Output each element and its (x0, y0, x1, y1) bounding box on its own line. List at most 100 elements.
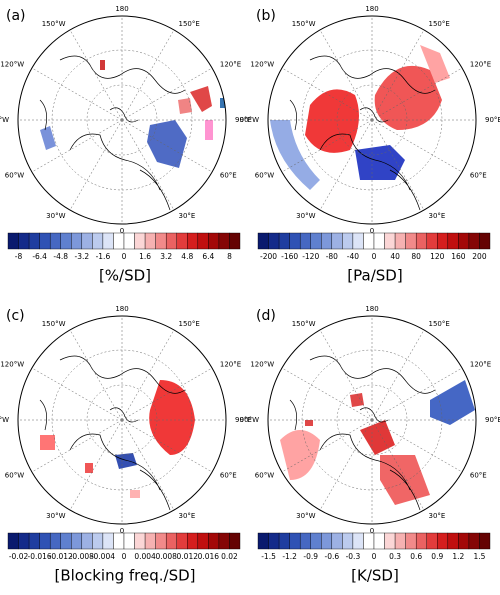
colorbar-label: 0.004 (134, 552, 156, 561)
longitude-label: 60°W (5, 472, 24, 480)
colorbar-box (257, 532, 269, 550)
colorbar-box (342, 232, 354, 250)
longitude-label: 120°W (0, 61, 24, 69)
colorbar-label: -6.4 (32, 252, 47, 261)
meridian (121, 367, 213, 421)
meridian (121, 119, 213, 173)
meridian (319, 419, 373, 511)
map-border (267, 315, 477, 525)
colorbar-box (331, 232, 343, 250)
colorbar-box (426, 532, 438, 550)
meridian (121, 119, 175, 211)
colorbar-box (331, 532, 343, 550)
colorbar-box (268, 232, 280, 250)
map-border (17, 15, 227, 225)
colorbar-label: 4.8 (181, 252, 193, 261)
longitude-label: 60°E (470, 472, 487, 480)
colorbar-box (187, 232, 199, 250)
meridian (121, 419, 175, 511)
colorbar-label: -40 (347, 252, 359, 261)
longitude-label: 120°E (470, 61, 491, 69)
meridian (319, 29, 373, 121)
colorbar-box (176, 232, 188, 250)
map (39, 55, 226, 211)
colorbar-label: 0 (372, 252, 377, 261)
colorbar-box (394, 232, 406, 250)
colorbar-box (113, 232, 125, 250)
longitude-label: 150°W (42, 320, 66, 328)
anomaly-field (374, 65, 442, 130)
colorbar-box (218, 532, 230, 550)
meridian (69, 419, 123, 511)
colorbar-label: 0.9 (431, 552, 443, 561)
colorbar-box (18, 532, 30, 550)
colorbar-box (405, 232, 417, 250)
colorbar-label: -3.2 (74, 252, 89, 261)
meridian (121, 67, 213, 121)
colorbar-label: 0 (122, 552, 127, 561)
longitude-label: 150°E (179, 320, 200, 328)
colorbar-box (257, 232, 269, 250)
colorbar-box (49, 532, 61, 550)
colorbar-box (321, 532, 333, 550)
colorbar-box (18, 232, 30, 250)
colorbar-box (458, 232, 470, 250)
colorbar-box (187, 532, 199, 550)
colorbar-label: 40 (390, 252, 400, 261)
colorbar-label: -80 (326, 252, 338, 261)
meridian (371, 329, 425, 421)
longitude-label: 150°W (42, 20, 66, 28)
anomaly-field (430, 380, 475, 425)
unit-label: [Blocking freq./SD] (55, 567, 196, 585)
longitude-label: 120°E (470, 361, 491, 369)
colorbar-box (60, 232, 72, 250)
longitude-label: 180 (115, 5, 128, 13)
graticule (86, 384, 158, 456)
colorbar-box (197, 232, 209, 250)
map-border (267, 15, 477, 225)
colorbar-box (208, 532, 220, 550)
colorbar-label: 0.02 (221, 552, 238, 561)
colorbar-label: -120 (302, 252, 319, 261)
colorbar-label: 0.008 (155, 552, 177, 561)
map-border (17, 315, 227, 525)
colorbar-box (384, 532, 396, 550)
colorbar-label: -0.6 (324, 552, 339, 561)
coastline (39, 355, 186, 511)
panel: 0 30°E 60°E 90°E 120°E 150°E 180 150°W 120°W 90°W… (0, 5, 252, 285)
longitude-label: 0 (370, 527, 374, 535)
colorbar-label: -1.6 (96, 252, 111, 261)
colorbar-label: -0.016 (28, 552, 52, 561)
longitude-label: 30°E (179, 212, 196, 220)
colorbar-box (447, 532, 459, 550)
colorbar-box (102, 532, 114, 550)
colorbar-box (28, 232, 40, 250)
colorbar-label: 1.6 (139, 252, 151, 261)
unit-label: [K/SD] (351, 567, 399, 585)
meridian (31, 67, 123, 121)
anomaly-field (350, 393, 364, 407)
longitude-label: 60°E (220, 472, 237, 480)
anomaly-field (280, 430, 320, 480)
colorbar-label: -1.2 (282, 552, 297, 561)
colorbar-label: -1.5 (261, 552, 276, 561)
coastline (289, 355, 436, 511)
panel-label: (d) (256, 308, 276, 324)
colorbar-label: 0 (122, 252, 127, 261)
colorbar-box (155, 232, 167, 250)
longitude-label: 30°E (179, 512, 196, 520)
colorbar-box (405, 532, 417, 550)
longitude-label: 90°E (235, 116, 252, 124)
colorbar-box (165, 532, 177, 550)
colorbar-box (81, 532, 93, 550)
meridian (121, 329, 175, 421)
colorbar-box (363, 232, 375, 250)
colorbar-box (134, 232, 146, 250)
colorbar-label: -0.02 (9, 552, 29, 561)
colorbar-box (165, 232, 177, 250)
panel-label: (b) (256, 8, 276, 24)
graticule (336, 84, 408, 156)
colorbar-label: 0.016 (198, 552, 220, 561)
longitude-label: 120°W (250, 61, 274, 69)
colorbar-box (144, 232, 156, 250)
